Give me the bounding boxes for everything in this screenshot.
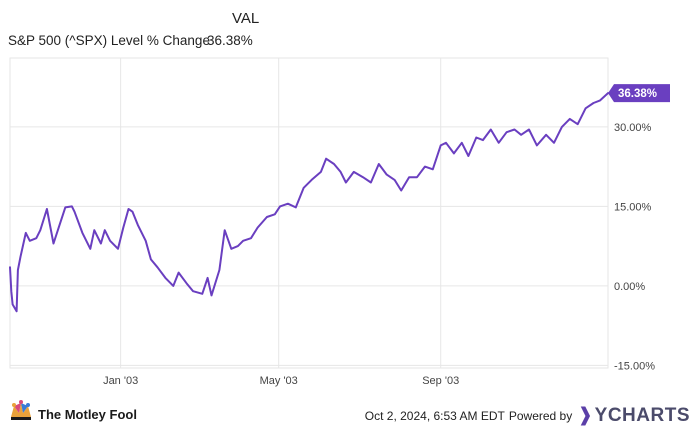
y-tick-label: 30.00% bbox=[614, 122, 652, 134]
jester-hat-icon bbox=[11, 400, 31, 420]
end-value-label: 36.38% bbox=[608, 84, 670, 103]
x-axis-ticks: Jan '03 May '03 Sep '03 bbox=[103, 375, 459, 387]
value-column-header: VAL bbox=[232, 10, 260, 27]
footer-attribution: Oct 2, 2024, 6:53 AM EDT Powered by ❱ YC… bbox=[365, 404, 690, 427]
brand-name: The Motley Fool bbox=[38, 407, 137, 422]
series-label: S&P 500 (^SPX) Level % Change bbox=[8, 33, 210, 48]
y-axis-ticks: -15.00% 0.00% 15.00% 30.00% bbox=[614, 122, 655, 372]
timestamp: Oct 2, 2024, 6:53 AM EDT bbox=[364, 408, 505, 423]
series-line-spx[interactable] bbox=[9, 92, 609, 313]
ycharts-y-icon: ❱ bbox=[577, 405, 594, 426]
grid bbox=[9, 57, 609, 369]
end-value-label-bg bbox=[608, 84, 670, 103]
y-tick-label: 15.00% bbox=[614, 201, 652, 213]
x-tick-label: Sep '03 bbox=[422, 375, 459, 387]
plot-frame bbox=[9, 57, 609, 369]
powered-by-label: Powered by bbox=[508, 408, 573, 423]
y-tick-label: 0.00% bbox=[614, 281, 645, 293]
chart-header: VAL S&P 500 (^SPX) Level % Change 36.38% bbox=[0, 0, 700, 56]
end-value-label-text: 36.38% bbox=[618, 88, 657, 100]
ycharts-wordmark: YCHARTS bbox=[594, 404, 690, 426]
x-tick-label: Jan '03 bbox=[103, 375, 138, 387]
series-current-value: 36.38% bbox=[207, 33, 253, 48]
ycharts-logo[interactable]: ❱ YCHARTS bbox=[577, 404, 690, 427]
x-tick-label: May '03 bbox=[260, 375, 298, 387]
y-tick-label: -15.00% bbox=[614, 360, 655, 372]
